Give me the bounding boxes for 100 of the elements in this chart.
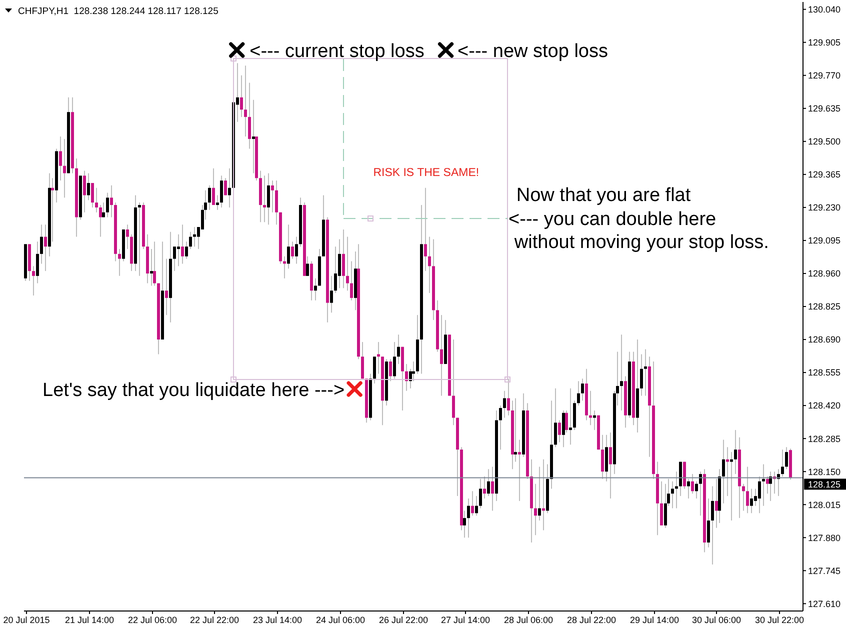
y-tick-label: 128.960	[808, 268, 841, 279]
x-tick-label: 24 Jul 06:00	[316, 615, 366, 625]
candlestick	[715, 478, 718, 528]
annotation: RISK IS THE SAME!	[373, 167, 480, 179]
y-tick-label: 129.905	[808, 38, 841, 48]
candlestick	[424, 187, 427, 272]
candlestick	[83, 170, 86, 213]
candlestick	[330, 275, 333, 314]
y-tick-label: 128.285	[808, 434, 841, 444]
candlestick	[185, 241, 188, 260]
candlestick	[177, 234, 180, 267]
x-tick-label: 27 Jul 14:00	[440, 615, 490, 625]
candlestick	[165, 258, 168, 316]
candlestick	[499, 405, 502, 450]
candlestick	[412, 361, 415, 382]
ref-line-label: 128.125	[808, 480, 841, 490]
y-tick-label: 127.745	[808, 566, 841, 576]
annotation: <--- new stop loss	[458, 41, 608, 62]
candlestick	[726, 446, 729, 497]
candlestick	[691, 474, 694, 494]
candlestick	[397, 334, 400, 364]
candlestick	[562, 410, 565, 448]
candlestick	[766, 476, 769, 494]
y-tick-label: 129.770	[808, 70, 841, 81]
x-tick-label: 23 Jul 14:00	[252, 615, 302, 625]
candlestick	[707, 498, 710, 548]
candlestick	[620, 334, 623, 411]
candlestick	[785, 446, 788, 470]
x-tick-label: 29 Jul 14:00	[630, 615, 680, 625]
candlestick	[660, 480, 663, 526]
candlestick	[63, 138, 66, 198]
candlestick	[762, 464, 765, 506]
candlestick	[467, 498, 470, 538]
candlestick	[428, 236, 431, 294]
candlestick	[173, 246, 176, 272]
candlestick	[32, 266, 35, 296]
candlestick	[350, 260, 353, 301]
candlestick	[671, 480, 674, 509]
candlestick	[377, 341, 380, 374]
candlestick	[36, 241, 39, 284]
candlestick	[475, 496, 478, 516]
candlestick	[742, 483, 745, 512]
y-tick-label: 129.365	[808, 170, 841, 180]
candlestick	[389, 358, 392, 382]
y-tick-label: 129.500	[808, 136, 841, 147]
x-tick-label: 30 Jul 22:00	[754, 615, 804, 625]
candlestick	[338, 238, 341, 289]
candlestick	[244, 65, 247, 138]
candlestick	[102, 202, 105, 218]
candlestick	[346, 236, 349, 292]
candlestick	[314, 278, 317, 301]
candlestick	[287, 224, 290, 270]
candlestick	[267, 172, 270, 226]
candlestick	[569, 388, 572, 446]
candlestick	[228, 168, 231, 208]
candlestick	[361, 341, 364, 380]
candlestick	[59, 136, 62, 182]
candlestick	[514, 398, 517, 462]
candlestick	[589, 390, 592, 426]
candlestick	[150, 248, 153, 286]
candlestick	[479, 478, 482, 509]
candlestick	[193, 226, 196, 248]
candlestick	[275, 180, 278, 226]
candlestick	[138, 202, 141, 276]
candlestick	[110, 184, 113, 218]
candlestick	[118, 248, 121, 276]
y-tick-label: 129.230	[808, 202, 841, 213]
candlestick	[687, 478, 690, 499]
candlestick	[565, 410, 568, 433]
x-tick-label: 22 Jul 06:00	[128, 615, 178, 625]
candlestick	[216, 194, 219, 210]
y-tick-label: 130.040	[808, 4, 841, 15]
candlestick	[271, 180, 274, 213]
candlestick	[248, 82, 251, 150]
candlestick	[758, 476, 761, 514]
candlestick	[189, 231, 192, 250]
candlestick	[695, 480, 698, 499]
candlestick	[640, 354, 643, 396]
candlestick	[208, 184, 211, 210]
candlestick	[342, 228, 345, 289]
annotation: Let's say that you liquidate here --->	[42, 380, 345, 401]
y-tick-label: 128.825	[808, 302, 841, 312]
candlestick	[373, 356, 376, 384]
x-tick-label: 28 Jul 06:00	[504, 615, 554, 625]
y-tick-label: 128.420	[808, 400, 841, 411]
candlestick	[306, 256, 309, 276]
candlestick	[95, 187, 98, 213]
candlestick	[463, 510, 466, 538]
y-tick-label: 129.635	[808, 104, 841, 114]
candlestick	[558, 420, 561, 443]
candlestick	[263, 175, 266, 223]
annotation: without moving your stop loss.	[513, 232, 769, 253]
candlestick	[491, 466, 494, 512]
text: CHFJPY,H1 128.238 128.244 128.117 128.125	[18, 6, 218, 17]
candlestick	[699, 471, 702, 516]
y-tick-label: 127.880	[808, 532, 841, 543]
candlestick	[730, 452, 733, 522]
candlestick	[577, 380, 580, 406]
x-tick-label: 26 Jul 22:00	[378, 615, 428, 625]
candlestick	[99, 204, 102, 238]
